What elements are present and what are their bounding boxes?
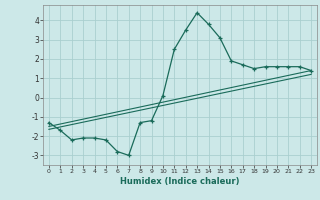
X-axis label: Humidex (Indice chaleur): Humidex (Indice chaleur) [120, 177, 240, 186]
